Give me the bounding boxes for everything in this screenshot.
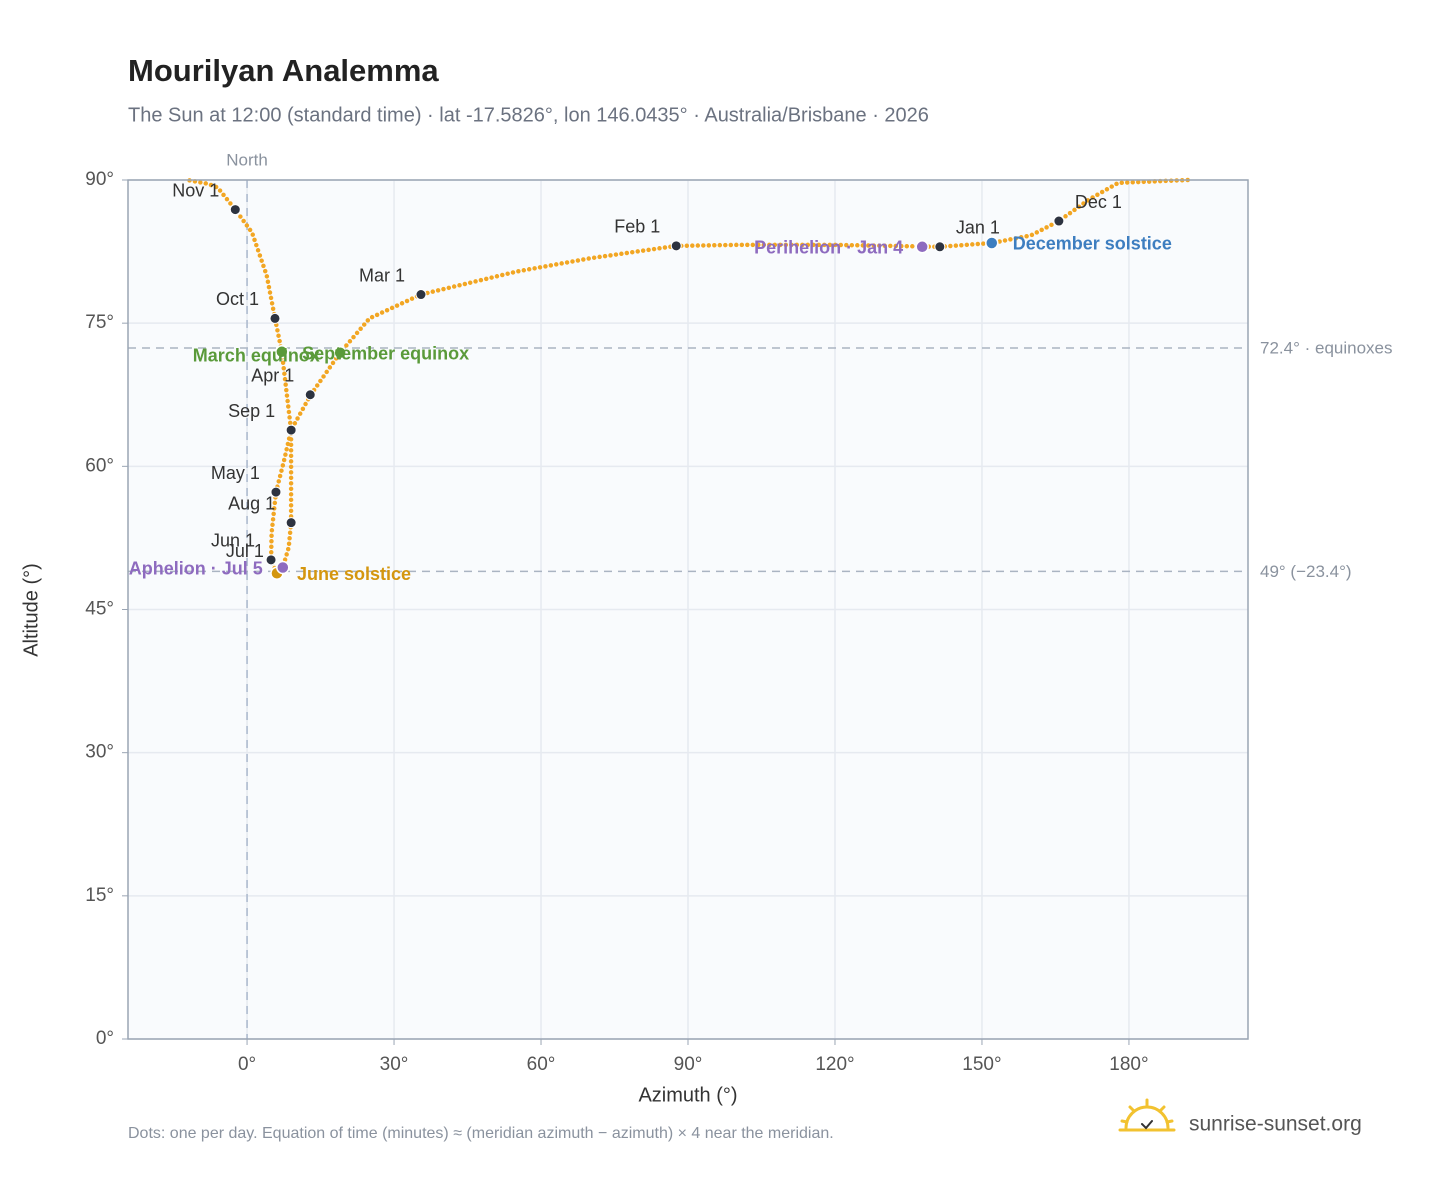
event-marker bbox=[985, 236, 999, 250]
month-marker bbox=[229, 204, 241, 216]
y-tick-label: 60° bbox=[85, 455, 114, 476]
x-tick-label: 90° bbox=[674, 1054, 703, 1075]
daily-path bbox=[185, 177, 943, 578]
month-marker bbox=[1053, 215, 1065, 227]
event-marker bbox=[915, 240, 929, 254]
x-tick-label: 0° bbox=[238, 1054, 256, 1075]
month-marker bbox=[285, 424, 297, 436]
month-marker bbox=[415, 289, 427, 301]
reference-label: 72.4° · equinoxes bbox=[1260, 338, 1393, 357]
event-label: September equinox bbox=[302, 344, 469, 364]
y-axis-label: Altitude (°) bbox=[20, 563, 42, 657]
footnote: Dots: one per day. Equation of time (min… bbox=[128, 1125, 834, 1142]
event-marker bbox=[276, 560, 290, 575]
x-tick-label: 150° bbox=[962, 1054, 1001, 1075]
event-label: March equinox bbox=[193, 346, 320, 366]
month-label: Sep 1 bbox=[228, 401, 275, 421]
y-tick-label: 90° bbox=[85, 169, 114, 190]
month-marker bbox=[265, 554, 277, 566]
month-label: Jul 1 bbox=[226, 541, 264, 561]
brand-name: sunrise-sunset.org bbox=[1189, 1113, 1362, 1136]
month-marker bbox=[269, 312, 281, 324]
y-tick-label: 75° bbox=[85, 312, 114, 333]
month-label: Feb 1 bbox=[614, 217, 660, 237]
y-tick-label: 15° bbox=[85, 885, 114, 906]
reference-label: 49° (−23.4°) bbox=[1260, 562, 1352, 581]
month-marker bbox=[270, 486, 282, 498]
chart-title: Mourilyan Analemma bbox=[128, 53, 439, 88]
event-label: Perihelion · Jan 4 bbox=[754, 238, 903, 258]
daily-path bbox=[937, 177, 1190, 250]
x-tick-label: 60° bbox=[527, 1054, 556, 1075]
x-tick-label: 180° bbox=[1109, 1054, 1148, 1075]
x-tick-label: 30° bbox=[380, 1054, 409, 1075]
month-marker bbox=[670, 240, 682, 252]
marks bbox=[185, 177, 1190, 580]
event-marker bbox=[333, 346, 347, 360]
month-label: Jan 1 bbox=[956, 218, 1000, 238]
month-marker bbox=[285, 517, 297, 529]
y-tick-label: 0° bbox=[96, 1028, 114, 1049]
month-label: Apr 1 bbox=[251, 366, 294, 386]
x-tick-label: 120° bbox=[815, 1054, 854, 1075]
month-label: Aug 1 bbox=[228, 493, 275, 513]
brand-logo bbox=[1118, 1098, 1176, 1132]
event-marker bbox=[275, 345, 289, 359]
x-axis-label: Azimuth (°) bbox=[638, 1084, 737, 1106]
event-label: Aphelion · Jul 5 bbox=[129, 558, 263, 578]
chart-subtitle: The Sun at 12:00 (standard time) · lat -… bbox=[128, 104, 929, 126]
month-marker bbox=[934, 241, 946, 253]
y-tick-label: 45° bbox=[85, 599, 114, 620]
month-label: Mar 1 bbox=[359, 265, 405, 285]
reference-lines bbox=[128, 180, 1248, 1039]
event-label: December solstice bbox=[1013, 234, 1172, 254]
month-label: Dec 1 bbox=[1075, 192, 1122, 212]
month-marker bbox=[304, 389, 316, 401]
plot-border bbox=[127, 179, 1249, 1040]
grid bbox=[122, 179, 1248, 1045]
month-label: May 1 bbox=[211, 463, 260, 483]
event-label: June solstice bbox=[297, 564, 411, 584]
month-label: Nov 1 bbox=[172, 180, 219, 200]
north-label: North bbox=[226, 150, 268, 169]
month-label: Jun 1 bbox=[211, 531, 255, 551]
month-label: Oct 1 bbox=[216, 289, 259, 309]
y-tick-label: 30° bbox=[85, 742, 114, 763]
